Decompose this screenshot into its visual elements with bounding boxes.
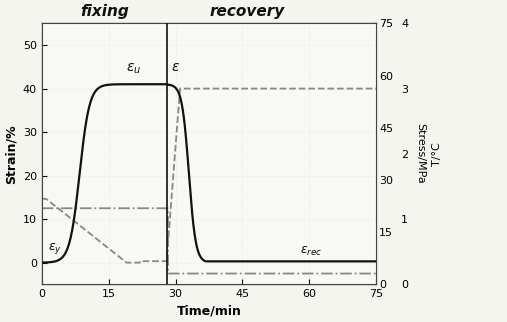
Y-axis label: T/°C: T/°C: [432, 142, 442, 166]
Text: fixing: fixing: [80, 4, 128, 19]
Text: $\varepsilon$: $\varepsilon$: [171, 60, 180, 74]
Text: $\varepsilon_u$: $\varepsilon_u$: [126, 61, 141, 76]
Text: $\varepsilon_{rec}$: $\varepsilon_{rec}$: [300, 245, 323, 258]
Y-axis label: Strain/%: Strain/%: [4, 124, 17, 184]
X-axis label: Time/min: Time/min: [176, 305, 241, 318]
Y-axis label: Stress/MPa: Stress/MPa: [415, 123, 425, 184]
Text: recovery: recovery: [209, 4, 284, 19]
Text: $\varepsilon_y$: $\varepsilon_y$: [48, 241, 62, 256]
